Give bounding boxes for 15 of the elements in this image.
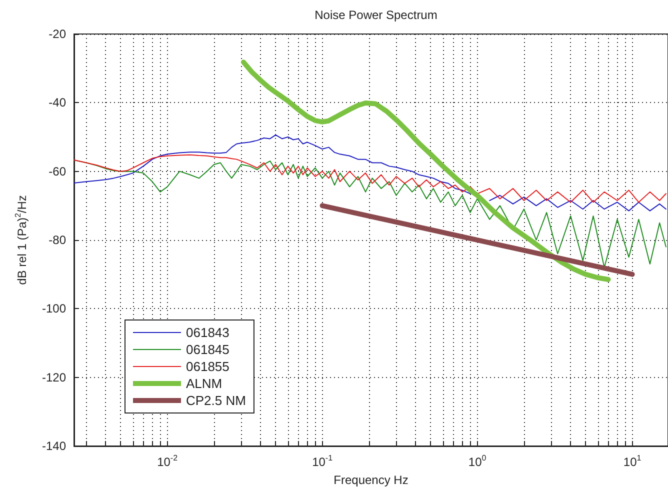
legend-label: ALNM bbox=[186, 376, 222, 391]
legend-label: 061843 bbox=[186, 325, 230, 340]
y-tick-label: -80 bbox=[48, 233, 66, 247]
y-tick-label: -40 bbox=[48, 96, 66, 110]
y-tick-label: -60 bbox=[48, 164, 66, 178]
y-axis-title: dB rel 1 (Pa)2/Hz bbox=[14, 195, 29, 285]
chart-title: Noise Power Spectrum bbox=[314, 8, 438, 22]
x-axis-title: Frequency Hz bbox=[334, 473, 408, 487]
legend-label: 061845 bbox=[186, 342, 230, 357]
y-tick-label: -120 bbox=[42, 370, 66, 384]
y-tick-label: -140 bbox=[42, 439, 66, 453]
y-tick-label: -20 bbox=[48, 27, 66, 41]
legend-label: CP2.5 NM bbox=[186, 393, 246, 408]
legend-label: 061855 bbox=[186, 359, 230, 374]
y-tick-label: -100 bbox=[42, 302, 66, 316]
